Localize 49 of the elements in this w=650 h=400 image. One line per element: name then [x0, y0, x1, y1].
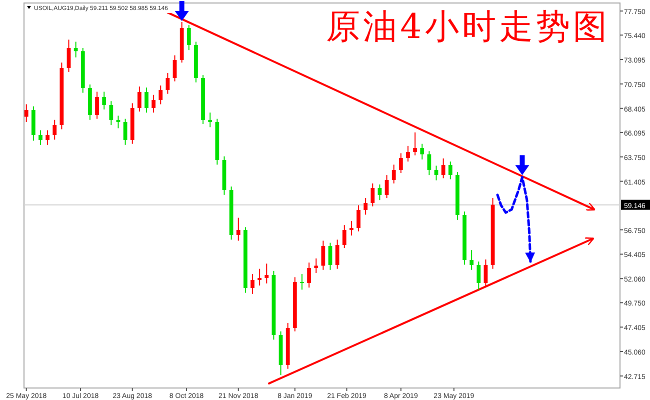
candlestick: [186, 24, 191, 51]
candlestick: [420, 143, 424, 160]
candlestick: [384, 174, 389, 198]
candlestick: [116, 115, 120, 129]
candlestick: [398, 152, 403, 174]
candlestick: [335, 239, 340, 270]
candlestick: [264, 263, 269, 284]
candlestick: [484, 258, 488, 288]
candlestick: [356, 204, 360, 232]
candlestick: [52, 119, 57, 140]
candlestick: [350, 220, 354, 236]
chart-title: 原油4小时走势图: [326, 7, 610, 47]
candlestick: [250, 274, 254, 294]
candlestick: [137, 86, 142, 112]
candlestick: [74, 41, 78, 58]
candlestick: [208, 112, 212, 128]
candlestick: [342, 224, 346, 248]
candlestick: [300, 274, 304, 290]
candlestick: [448, 161, 452, 180]
candlestick: [413, 132, 417, 156]
candlestick: [158, 85, 163, 105]
candlestick: [364, 198, 368, 216]
candlestick: [38, 130, 42, 146]
candlestick: [328, 242, 332, 270]
candlestick: [392, 164, 396, 184]
candlestick: [166, 72, 170, 94]
candlestick: [470, 250, 474, 270]
candlestick: [427, 150, 432, 176]
candlestick: [95, 91, 99, 120]
candlestick: [144, 87, 148, 114]
candlestick: [236, 217, 240, 242]
candlestick: [123, 118, 128, 146]
candlestick: [321, 240, 326, 270]
candlestick: [406, 145, 410, 162]
candlestick: [172, 54, 177, 82]
candlestick: [307, 262, 311, 288]
candlestick: [378, 184, 382, 201]
candlestick: [370, 182, 375, 207]
candlestick: [24, 104, 28, 122]
candlestick: [441, 158, 446, 179]
candlestick: [102, 91, 106, 110]
candlestick: [434, 165, 438, 181]
candlestick: [66, 39, 71, 72]
candlestick: [476, 261, 481, 290]
candlestick: [258, 268, 262, 286]
candlestick: [152, 94, 156, 114]
candlestick: [46, 130, 50, 146]
candlestick: [109, 100, 114, 126]
candlestick: [314, 258, 318, 274]
